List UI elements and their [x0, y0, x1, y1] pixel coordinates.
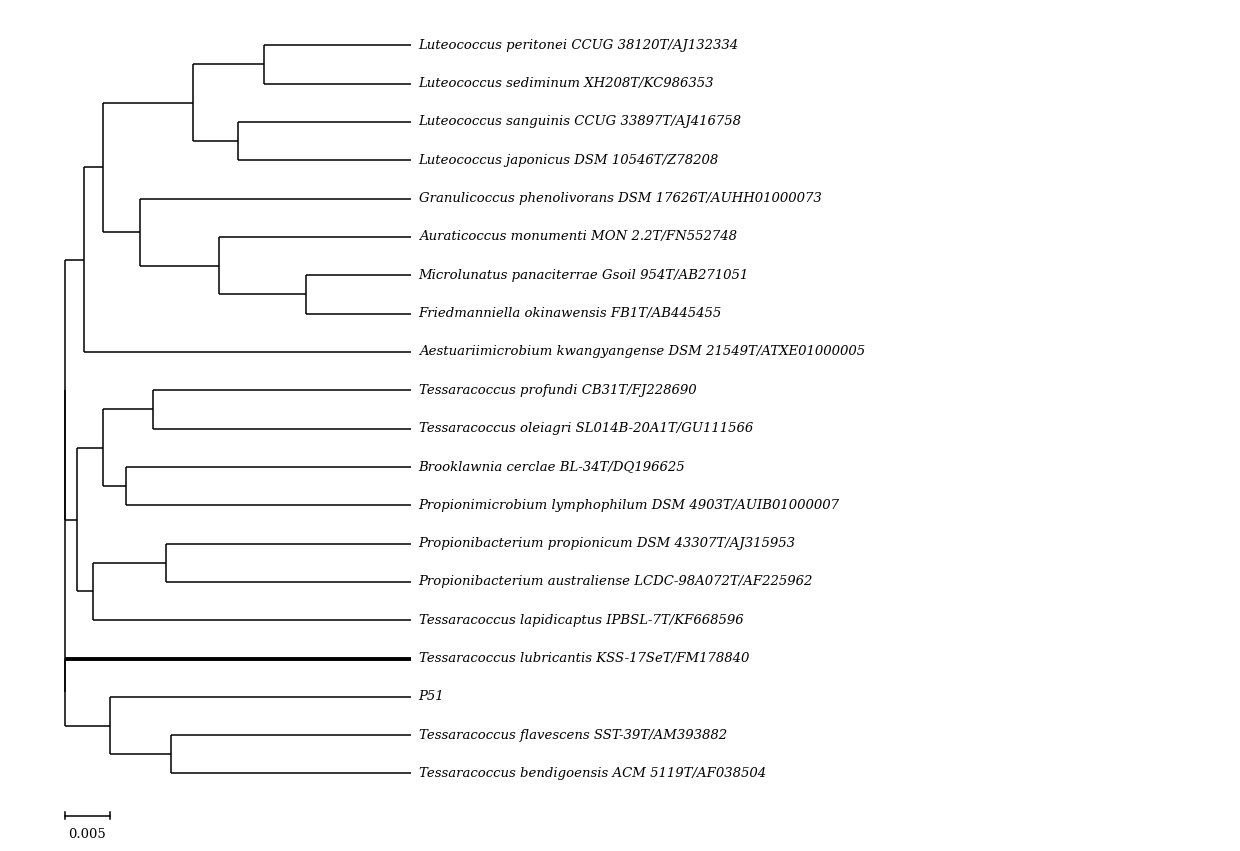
Text: Propionibacterium propionicum DSM 43307T/AJ315953: Propionibacterium propionicum DSM 43307T… [419, 537, 796, 550]
Text: P51: P51 [419, 690, 444, 703]
Text: Tessaracoccus lapidicaptus IPBSL-7T/KF668596: Tessaracoccus lapidicaptus IPBSL-7T/KF66… [419, 614, 743, 626]
Text: Luteococcus sediminum XH208T/KC986353: Luteococcus sediminum XH208T/KC986353 [419, 77, 714, 90]
Text: Tessaracoccus bendigoensis ACM 5119T/AF038504: Tessaracoccus bendigoensis ACM 5119T/AF0… [419, 767, 766, 780]
Text: Tessaracoccus profundi CB31T/FJ228690: Tessaracoccus profundi CB31T/FJ228690 [419, 384, 697, 397]
Text: Tessaracoccus lubricantis KSS-17SeT/FM178840: Tessaracoccus lubricantis KSS-17SeT/FM17… [419, 652, 749, 665]
Text: Granulicoccus phenolivorans DSM 17626T/AUHH01000073: Granulicoccus phenolivorans DSM 17626T/A… [419, 192, 821, 205]
Text: Brooklawnia cerclae BL-34T/DQ196625: Brooklawnia cerclae BL-34T/DQ196625 [419, 460, 686, 473]
Text: Luteococcus japonicus DSM 10546T/Z78208: Luteococcus japonicus DSM 10546T/Z78208 [419, 154, 719, 167]
Text: Microlunatus panaciterrae Gsoil 954T/AB271051: Microlunatus panaciterrae Gsoil 954T/AB2… [419, 269, 749, 282]
Text: 0.005: 0.005 [68, 828, 105, 841]
Text: Propionibacterium australiense LCDC-98A072T/AF225962: Propionibacterium australiense LCDC-98A0… [419, 575, 813, 588]
Text: Friedmanniella okinawensis FB1T/AB445455: Friedmanniella okinawensis FB1T/AB445455 [419, 307, 722, 320]
Text: Propionimicrobium lymphophilum DSM 4903T/AUIB01000007: Propionimicrobium lymphophilum DSM 4903T… [419, 499, 839, 511]
Text: Luteococcus peritonei CCUG 38120T/AJ132334: Luteococcus peritonei CCUG 38120T/AJ1323… [419, 39, 739, 52]
Text: Tessaracoccus oleiagri SL014B-20A1T/GU111566: Tessaracoccus oleiagri SL014B-20A1T/GU11… [419, 422, 753, 435]
Text: Tessaracoccus flavescens SST-39T/AM393882: Tessaracoccus flavescens SST-39T/AM39388… [419, 728, 727, 742]
Text: Luteococcus sanguinis CCUG 33897T/AJ416758: Luteococcus sanguinis CCUG 33897T/AJ4167… [419, 116, 742, 129]
Text: Aestuariimicrobium kwangyangense DSM 21549T/ATXE01000005: Aestuariimicrobium kwangyangense DSM 215… [419, 346, 864, 358]
Text: Auraticoccus monumenti MON 2.2T/FN552748: Auraticoccus monumenti MON 2.2T/FN552748 [419, 231, 737, 243]
